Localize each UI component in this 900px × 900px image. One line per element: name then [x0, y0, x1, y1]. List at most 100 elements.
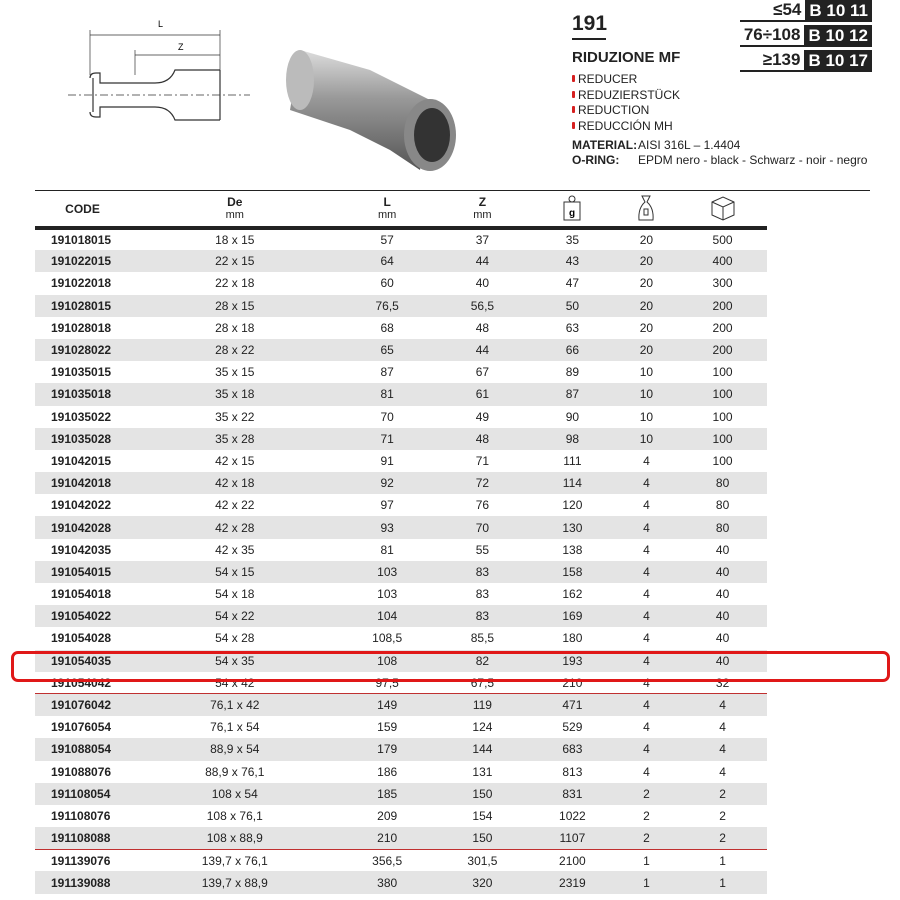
cell-box-qty: 4 [719, 720, 726, 735]
cell-de: 35 x 22 [215, 409, 255, 424]
cell-code: 191028018 [51, 320, 112, 335]
cell-z: 85,5 [470, 631, 495, 646]
cell-l: 185 [339, 782, 435, 805]
table-row: 191042022 42 x 22 97 76 120 4 80 [35, 494, 767, 516]
cell-code: 191028015 [35, 294, 130, 317]
badge-range: ≥139 [762, 50, 801, 69]
badge-code: B 10 11 [805, 0, 872, 20]
cell-z: 72 [434, 472, 531, 495]
cell-de: 28 x 18 [215, 320, 255, 335]
cell-de: 76,1 x 42 [130, 693, 340, 717]
badge-code: B 10 17 [804, 50, 872, 70]
cell-bag-qty: 4 [614, 560, 679, 583]
cell-de: 54 x 22 [130, 605, 340, 628]
cell-de: 42 x 22 [215, 498, 255, 513]
cell-code: 191088076 [51, 764, 112, 779]
cell-code: 191042028 [35, 516, 130, 539]
table-row: 191054035 54 x 35 108 82 193 4 40 [35, 649, 767, 672]
cell-l: 108,5 [372, 631, 403, 646]
cell-box-qty: 2 [678, 827, 767, 850]
highlighted-row-outline [11, 651, 890, 682]
cell-bag-qty: 4 [614, 516, 679, 539]
cell-weight: 98 [530, 427, 615, 450]
cell-box-qty: 400 [678, 250, 767, 273]
cell-bag-qty: 4 [614, 738, 679, 761]
table-row: 191076042 76,1 x 42 149 119 471 4 4 [35, 693, 767, 717]
cell-box-qty: 300 [712, 276, 733, 291]
cell-bag-qty: 4 [614, 649, 679, 672]
cell-code: 191028022 [35, 338, 130, 362]
cell-box-qty: 4 [678, 693, 767, 717]
cell-z: 131 [472, 764, 493, 779]
table-row: 191035018 35 x 18 81 61 87 10 100 [35, 383, 767, 406]
cell-box-qty: 40 [715, 587, 730, 602]
cell-bag-qty: 4 [643, 453, 650, 468]
cell-z: 71 [475, 453, 490, 468]
table-row: 191028018 28 x 18 68 48 63 20 200 [35, 317, 767, 339]
cell-code: 191042022 [51, 498, 112, 513]
table-row: 191108076 108 x 76,1 209 154 1022 2 2 [35, 805, 767, 827]
cell-code: 191022018 [51, 276, 112, 291]
cell-de: 108 x 76,1 [206, 808, 263, 823]
product-code: 191 [572, 12, 607, 40]
cell-bag-qty: 1 [614, 848, 679, 872]
cell-bag-qty: 4 [614, 605, 679, 628]
cell-bag-qty: 4 [643, 587, 650, 602]
cell-bag-qty: 4 [643, 720, 650, 735]
translation-item: REDUCCIÓN MH [572, 119, 680, 135]
material-label: MATERIAL: [572, 138, 638, 152]
cell-weight: 114 [530, 472, 615, 495]
table-row: 191108088 108 x 88,9 210 150 1107 2 2 [35, 827, 767, 850]
cell-box-qty: 200 [678, 294, 767, 317]
cell-weight: 529 [562, 720, 583, 735]
cell-box-qty: 1 [678, 848, 767, 872]
cell-weight: 111 [563, 453, 582, 468]
cell-l: 87 [380, 365, 394, 380]
cell-z: 48 [434, 427, 531, 450]
cell-l: 76,5 [339, 294, 435, 317]
cell-bag-qty: 10 [639, 409, 654, 424]
cell-de: 22 x 15 [130, 250, 340, 273]
cell-box-qty: 2 [719, 808, 726, 823]
cell-code: 191139088 [35, 871, 130, 894]
table-row: 191042018 42 x 18 92 72 114 4 80 [35, 472, 767, 495]
cell-weight: 138 [562, 542, 583, 557]
badge-code: B 10 12 [804, 25, 872, 45]
table-row: 191018015 18 x 15 57 37 35 20 500 [35, 228, 767, 250]
table-row: 191028022 28 x 22 65 44 66 20 200 [35, 338, 767, 362]
divider [35, 190, 870, 191]
cell-l: 81 [380, 542, 394, 557]
cell-de: 108 x 54 [130, 782, 340, 805]
cell-z: 70 [434, 516, 531, 539]
cell-bag-qty: 2 [614, 782, 679, 805]
cell-l: 92 [339, 472, 435, 495]
cell-weight: 158 [530, 560, 615, 583]
cell-l: 210 [339, 827, 435, 850]
header-code: CODE [35, 192, 130, 230]
cell-code: 191018015 [51, 233, 112, 248]
cell-l: 149 [339, 693, 435, 717]
cell-z: 320 [434, 871, 531, 894]
table-row: 191054018 54 x 18 103 83 162 4 40 [35, 583, 767, 605]
cell-weight: 683 [530, 738, 615, 761]
cell-l: 60 [380, 276, 394, 291]
cell-z: 150 [434, 827, 531, 850]
cell-l: 103 [339, 560, 435, 583]
cell-z: 44 [434, 250, 531, 273]
table-row: 191108054 108 x 54 185 150 831 2 2 [35, 782, 767, 805]
size-badge: ≤54 B 10 11 [739, 0, 872, 22]
cell-weight: 35 [565, 233, 580, 248]
cell-weight: 1107 [530, 827, 615, 850]
cell-box-qty: 40 [678, 560, 767, 583]
cell-z: 76 [475, 498, 490, 513]
cell-de: 54 x 35 [130, 649, 340, 672]
cell-bag-qty: 20 [614, 250, 679, 273]
cell-weight: 130 [530, 516, 615, 539]
table-row: 191088054 88,9 x 54 179 144 683 4 4 [35, 738, 767, 761]
table-row: 191042028 42 x 28 93 70 130 4 80 [35, 516, 767, 539]
cell-de: 35 x 28 [130, 427, 340, 450]
cell-de: 139,7 x 76,1 [130, 848, 340, 872]
cell-de: 54 x 15 [130, 560, 340, 583]
